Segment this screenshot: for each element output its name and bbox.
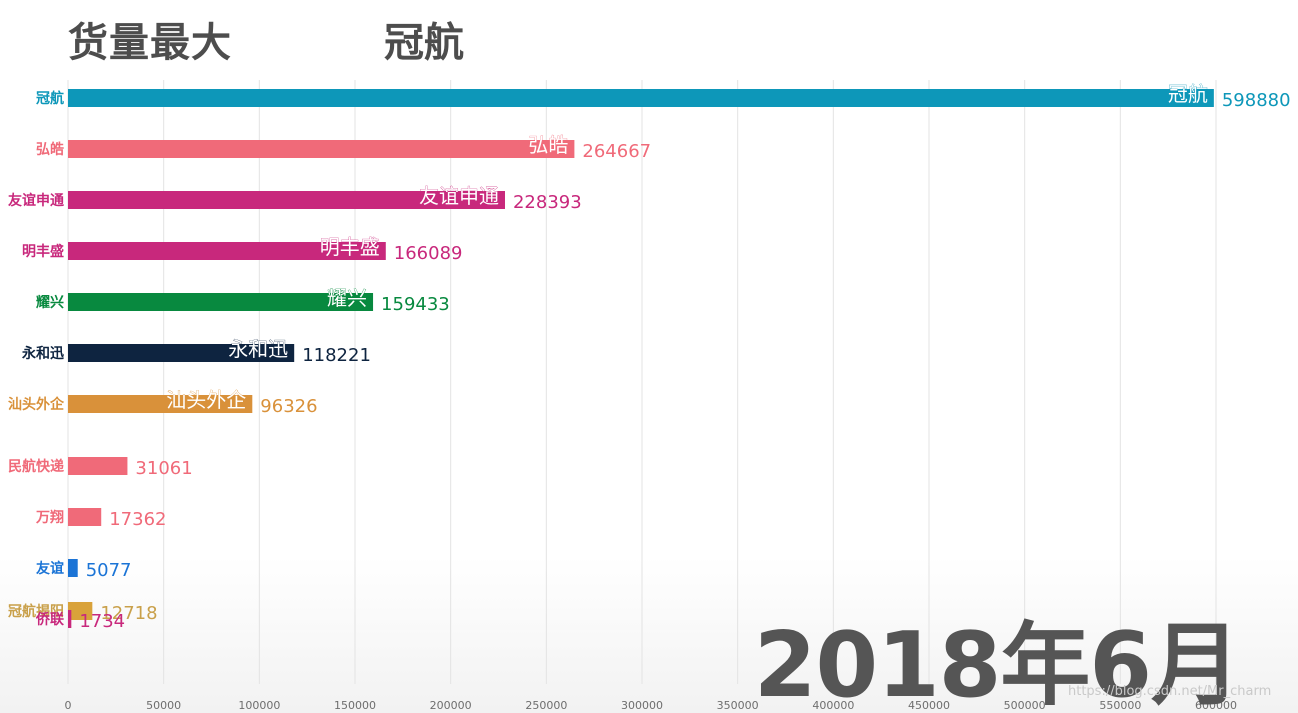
x-tick-label: 400000 [812, 699, 854, 712]
bar [68, 191, 505, 209]
x-tick-label: 50000 [146, 699, 181, 712]
bar [68, 457, 128, 475]
bar [68, 395, 253, 413]
value-label: 264667 [582, 141, 651, 162]
category-label: 耀兴 [36, 294, 64, 311]
chart-title-prefix: 货量最大 [68, 20, 232, 66]
bar-inner-label: 耀兴 [327, 286, 367, 310]
bar [68, 89, 1214, 107]
bar-inner-label: 友谊申通 [419, 184, 499, 208]
category-label: 汕头外企 [8, 396, 65, 413]
value-label: 118221 [302, 345, 371, 366]
x-tick-label: 350000 [717, 699, 759, 712]
value-label: 1734 [79, 611, 125, 632]
category-label: 友谊申通 [8, 192, 64, 209]
bar [68, 140, 575, 158]
x-tick-label: 450000 [908, 699, 950, 712]
value-label: 31061 [135, 458, 192, 479]
category-label: 永和迅 [21, 345, 64, 362]
value-label: 598880 [1222, 90, 1291, 111]
bar [68, 508, 102, 526]
x-tick-label: 200000 [430, 699, 472, 712]
bar [68, 293, 374, 311]
bar [68, 602, 93, 620]
category-label: 明丰盛 [22, 243, 64, 260]
bar [68, 610, 72, 628]
bar-inner-label: 弘皓 [528, 133, 568, 157]
category-label: 民航快递 [8, 458, 64, 475]
period-label: 2018年6月 [753, 613, 1241, 713]
value-label: 159433 [381, 294, 450, 315]
category-label: 侨联 [35, 611, 65, 628]
x-tick-label: 100000 [238, 699, 280, 712]
watermark: https://blog.csdn.net/Mr_charm [1068, 684, 1272, 699]
category-label: 冠航揭阳 [8, 603, 64, 620]
x-tick-label: 550000 [1099, 699, 1141, 712]
x-tick-label: 600000 [1195, 699, 1237, 712]
bar [68, 344, 295, 362]
x-tick-label: 150000 [334, 699, 376, 712]
x-tick-label: 0 [65, 699, 72, 712]
value-label: 5077 [86, 560, 132, 581]
category-label: 弘皓 [36, 141, 64, 158]
value-label: 96326 [260, 396, 317, 417]
x-tick-label: 500000 [1004, 699, 1046, 712]
bar-inner-label: 永和迅 [228, 337, 288, 361]
value-label: 166089 [394, 243, 463, 264]
value-label: 228393 [513, 192, 582, 213]
bar-inner-label: 冠航 [1168, 82, 1208, 106]
category-label: 万翔 [35, 509, 64, 526]
bar-inner-label: 汕头外企 [166, 388, 246, 412]
bar [68, 242, 386, 260]
value-label: 17362 [109, 509, 166, 530]
category-label: 冠航 [36, 90, 64, 107]
value-label: 12718 [100, 603, 157, 624]
bar-inner-label: 明丰盛 [320, 235, 380, 259]
chart-title-leader: 冠航 [384, 20, 464, 66]
bar [68, 559, 78, 577]
x-tick-label: 300000 [621, 699, 663, 712]
x-tick-label: 250000 [525, 699, 567, 712]
category-label: 友谊 [36, 560, 64, 577]
